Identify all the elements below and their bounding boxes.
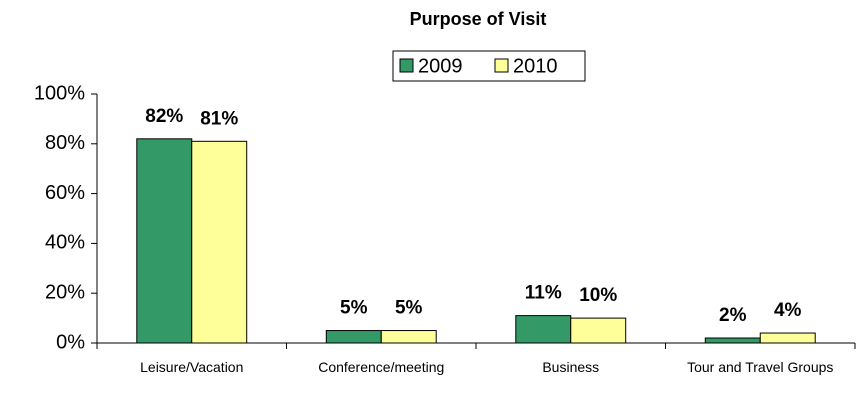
data-label: 5% (340, 298, 368, 319)
legend-label: 2009 (418, 55, 463, 77)
bar (325, 330, 382, 344)
legend-swatch (494, 58, 509, 73)
chart-title: Purpose of Visit (410, 9, 547, 29)
bar (704, 337, 761, 344)
bar (759, 332, 816, 344)
y-tick-label: 60% (45, 182, 85, 204)
data-label: 10% (579, 285, 617, 306)
legend-swatch (399, 58, 414, 73)
data-label: 4% (774, 300, 802, 321)
data-label: 81% (200, 108, 238, 129)
bar (570, 317, 627, 344)
x-tick-label: Leisure/Vacation (140, 359, 244, 375)
legend-box (392, 50, 586, 82)
data-label: 82% (145, 106, 183, 127)
y-tick-label: 40% (45, 232, 85, 254)
x-tick-label: Conference/meeting (318, 359, 445, 375)
data-label: 11% (525, 283, 562, 304)
x-tick-label: Tour and Travel Groups (687, 359, 834, 375)
bar (136, 138, 193, 344)
data-label: 2% (719, 305, 747, 326)
y-tick-label: 20% (45, 281, 85, 303)
y-tick-label: 100% (34, 82, 85, 104)
bar (515, 315, 572, 344)
y-tick-label: 80% (45, 132, 85, 154)
bar (380, 330, 437, 344)
y-tick-label: 0% (56, 331, 85, 353)
legend-label: 2010 (513, 55, 558, 77)
data-label: 5% (395, 298, 423, 319)
bar (191, 140, 248, 344)
x-tick-label: Business (542, 359, 600, 375)
